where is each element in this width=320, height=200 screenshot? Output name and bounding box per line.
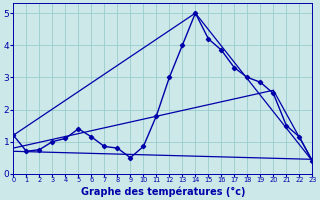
X-axis label: Graphe des températures (°c): Graphe des températures (°c) [81, 186, 245, 197]
